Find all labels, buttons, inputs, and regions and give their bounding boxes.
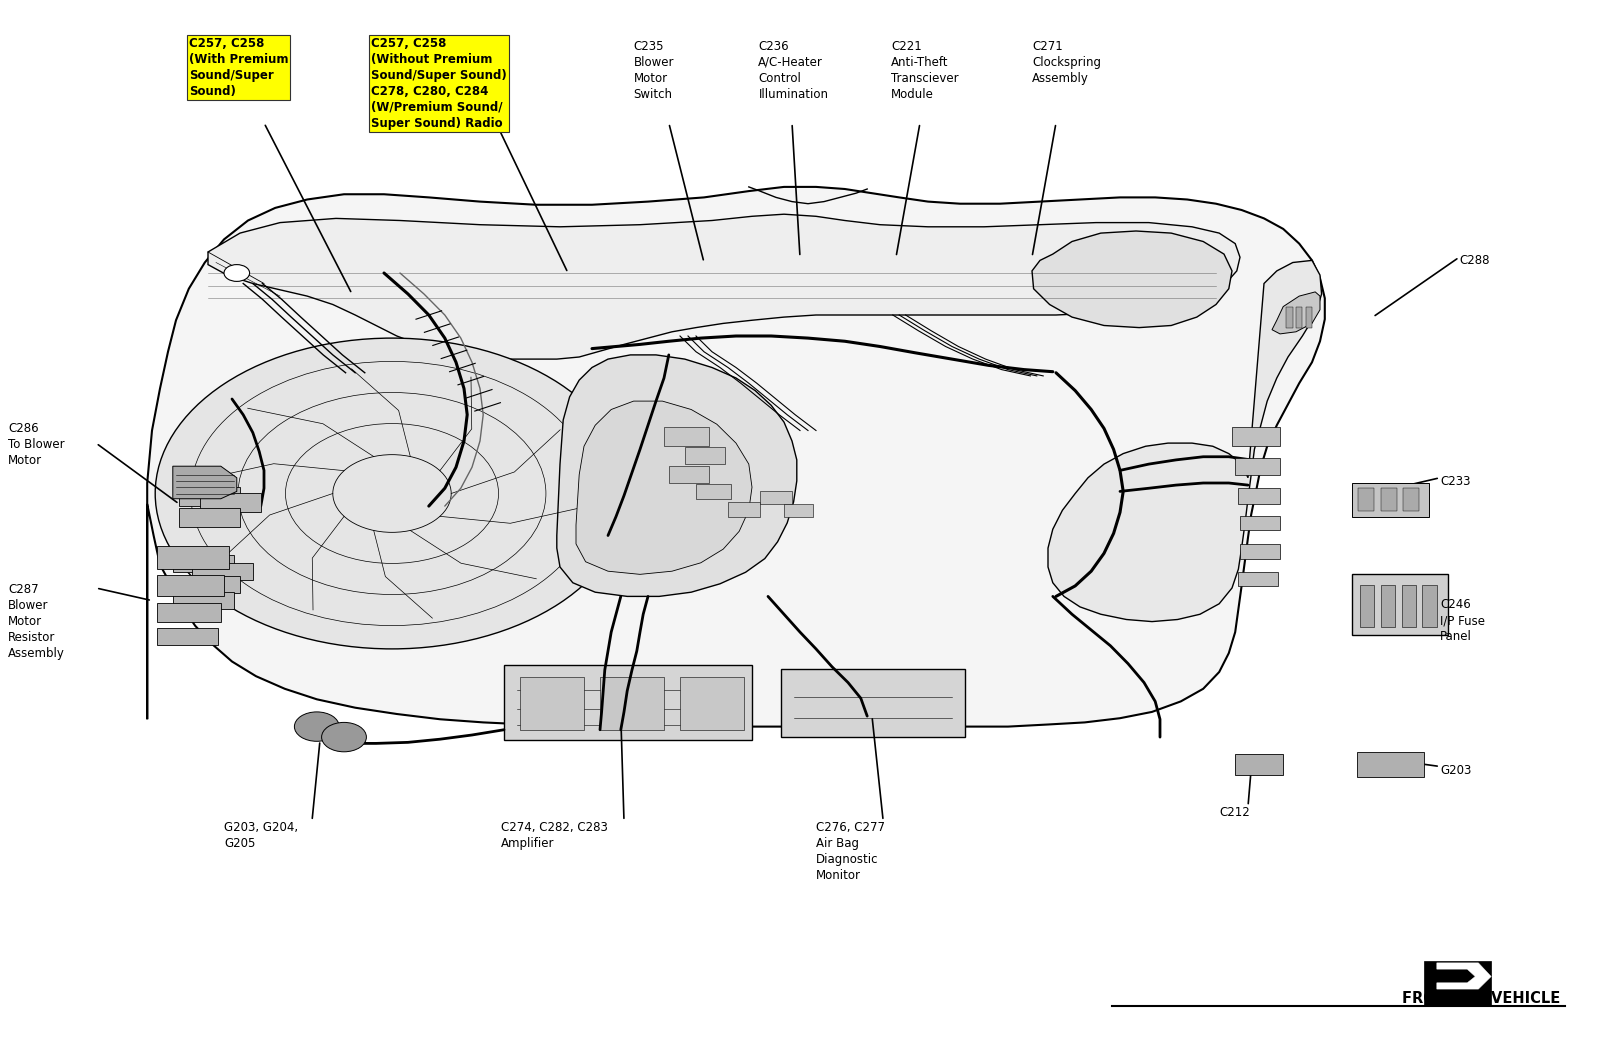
Text: G203: G203 (1440, 764, 1472, 777)
Polygon shape (147, 187, 1325, 727)
Bar (1296, 307, 1302, 328)
Bar (200, 494, 261, 512)
Bar (1238, 488, 1280, 504)
Bar (1235, 754, 1283, 775)
Bar (173, 555, 234, 572)
Text: C246
I/P Fuse
Panel: C246 I/P Fuse Panel (1440, 598, 1485, 644)
Bar (173, 592, 234, 609)
Text: C287
Blower
Motor
Resistor
Assembly: C287 Blower Motor Resistor Assembly (8, 583, 66, 659)
Text: C286
To Blower
Motor: C286 To Blower Motor (8, 422, 64, 467)
Bar (1240, 544, 1280, 559)
Bar (1238, 572, 1278, 586)
Bar (157, 575, 224, 596)
Bar (1352, 483, 1429, 517)
Text: C233: C233 (1440, 475, 1470, 487)
Text: FRONT OF VEHICLE: FRONT OF VEHICLE (1402, 991, 1560, 1006)
Polygon shape (208, 214, 1240, 359)
Bar (157, 603, 221, 622)
Bar (1357, 752, 1424, 777)
Polygon shape (1272, 292, 1320, 334)
Bar (192, 563, 253, 580)
Bar (1422, 585, 1437, 627)
Polygon shape (173, 466, 237, 499)
Text: C276, C277
Air Bag
Diagnostic
Monitor: C276, C277 Air Bag Diagnostic Monitor (816, 821, 885, 882)
Bar (504, 665, 752, 740)
Bar (784, 504, 813, 517)
Text: C235
Blower
Motor
Switch: C235 Blower Motor Switch (634, 40, 674, 101)
Circle shape (322, 722, 366, 752)
Bar (728, 502, 760, 517)
Bar (696, 484, 731, 499)
Bar (600, 677, 664, 730)
Bar (680, 677, 744, 730)
Text: C271
Clockspring
Assembly: C271 Clockspring Assembly (1032, 40, 1101, 85)
Bar (1424, 961, 1491, 1005)
Bar (1403, 488, 1419, 511)
Bar (1360, 585, 1374, 627)
Bar (1402, 585, 1416, 627)
Bar (1286, 307, 1293, 328)
Text: C288: C288 (1459, 254, 1490, 267)
Polygon shape (1032, 231, 1232, 328)
Circle shape (155, 338, 629, 649)
Polygon shape (557, 355, 797, 596)
Text: C274, C282, C283
Amplifier: C274, C282, C283 Amplifier (501, 821, 608, 850)
Bar (179, 576, 240, 593)
Bar (781, 669, 965, 737)
Polygon shape (1048, 260, 1322, 622)
Circle shape (294, 712, 339, 741)
Text: C257, C258
(With Premium
Sound/Super
Sound): C257, C258 (With Premium Sound/Super Sou… (189, 37, 288, 98)
Bar (157, 628, 218, 645)
Bar (1381, 585, 1395, 627)
Text: G203, G204,
G205: G203, G204, G205 (224, 821, 298, 850)
Bar (179, 508, 240, 527)
Circle shape (224, 265, 250, 281)
Bar (1352, 574, 1448, 635)
Bar (1306, 307, 1312, 328)
Bar (669, 466, 709, 483)
Bar (1232, 427, 1280, 446)
Bar (664, 427, 709, 446)
Bar (1235, 458, 1280, 475)
Text: C257, C258
(Without Premium
Sound/Super Sound)
C278, C280, C284
(W/Premium Sound: C257, C258 (Without Premium Sound/Super … (371, 37, 507, 130)
Polygon shape (1437, 963, 1491, 989)
Bar (179, 487, 240, 506)
Bar (1381, 488, 1397, 511)
Text: C212: C212 (1219, 806, 1250, 819)
Bar (157, 546, 229, 569)
Polygon shape (576, 401, 752, 574)
Bar (685, 447, 725, 464)
Bar (1240, 516, 1280, 530)
Bar (760, 491, 792, 504)
Text: C221
Anti-Theft
Transciever
Module: C221 Anti-Theft Transciever Module (891, 40, 958, 101)
Bar (1358, 488, 1374, 511)
Text: C236
A/C-Heater
Control
Illumination: C236 A/C-Heater Control Illumination (758, 40, 829, 101)
Bar (520, 677, 584, 730)
